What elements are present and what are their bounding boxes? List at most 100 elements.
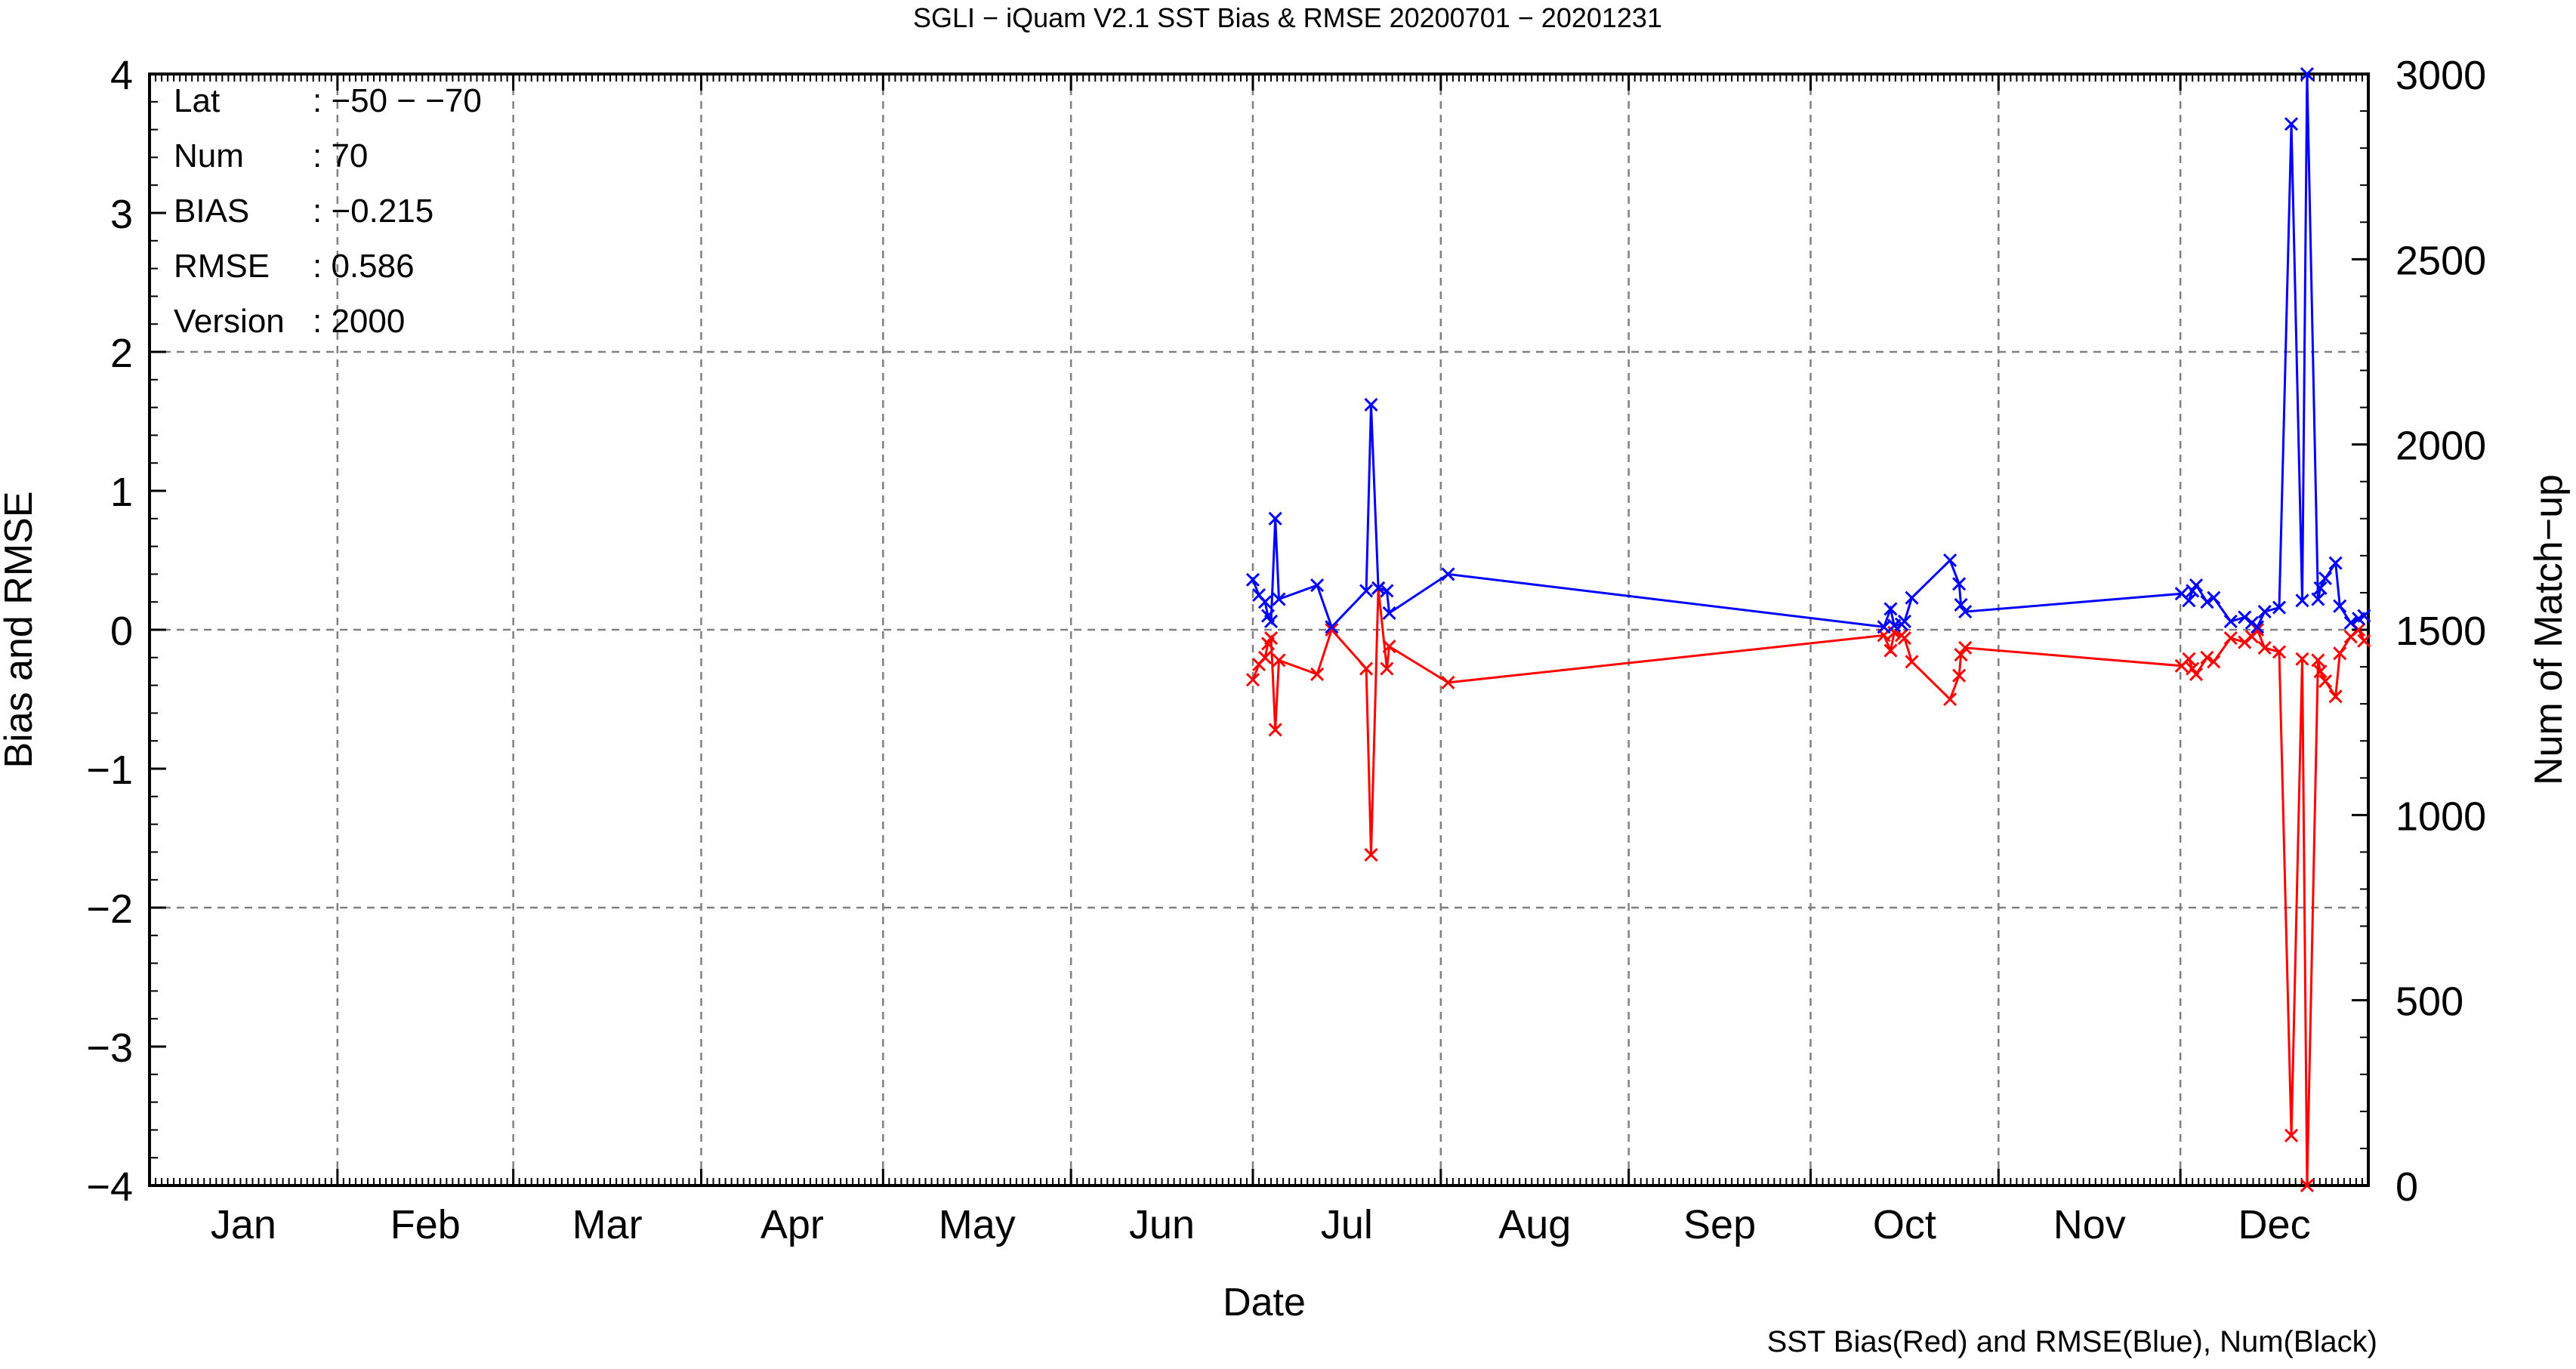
y-tick-label: −2 <box>86 886 133 932</box>
data-point-marker <box>2343 615 2358 630</box>
data-point-marker <box>2251 620 2265 634</box>
data-point-marker <box>1371 581 1386 595</box>
data-point-marker <box>1310 667 1325 681</box>
data-point-marker <box>2189 667 2204 681</box>
data-point-marker <box>2318 571 2333 585</box>
data-point-marker <box>1897 631 1911 646</box>
data-point-marker <box>1272 653 1286 668</box>
y-tick-label: −4 <box>86 1164 133 1210</box>
data-point-marker <box>2357 634 2371 648</box>
x-tick-label: Aug <box>1498 1202 1571 1247</box>
series-line <box>1251 73 2365 630</box>
data-point-marker <box>1943 692 1957 707</box>
data-point-marker <box>2207 655 2221 669</box>
data-point-marker <box>2257 640 2272 655</box>
x-tick-label: Feb <box>390 1202 461 1247</box>
data-point-marker <box>1268 511 1282 526</box>
stat-value: : −50 − −70 <box>313 82 482 119</box>
data-point-marker <box>1245 572 1260 587</box>
y-axis-title: Bias and RMSE <box>0 491 41 768</box>
y2-tick-label: 2000 <box>2396 424 2486 469</box>
data-point-marker <box>2257 605 2272 619</box>
data-point-marker <box>2300 66 2314 82</box>
y2-axis-title: Num of Match−up <box>2527 474 2571 785</box>
plot-frame <box>148 72 2370 1187</box>
data-point-marker <box>1905 655 1919 669</box>
data-point-marker <box>1382 640 1396 654</box>
data-point-marker <box>2182 594 2196 608</box>
data-point-marker <box>2182 652 2196 666</box>
data-point-marker <box>2200 650 2214 664</box>
data-point-marker <box>1441 567 1455 581</box>
data-point-marker <box>1441 675 1455 689</box>
x-tick-label: Jan <box>211 1202 276 1247</box>
x-tick-label: Mar <box>572 1202 643 1247</box>
data-point-marker <box>1954 597 1968 612</box>
data-point-marker <box>2311 653 2325 668</box>
data-point-marker <box>1325 622 1339 637</box>
data-point-marker <box>1310 578 1325 593</box>
y-tick-label: −1 <box>86 748 133 793</box>
stat-label: BIAS <box>174 193 249 230</box>
y2-tick-label: 500 <box>2396 979 2463 1025</box>
data-point-marker <box>2295 652 2309 666</box>
data-point-marker <box>2328 556 2343 570</box>
data-point-marker <box>1263 631 1279 646</box>
data-point-marker <box>2333 646 2347 661</box>
x-tick-label: Sep <box>1683 1202 1756 1247</box>
stat-label: RMSE <box>174 248 270 285</box>
x-axis-title: Date <box>1223 1281 1306 1324</box>
x-tick-label: May <box>939 1202 1016 1247</box>
data-point-marker <box>2272 645 2287 659</box>
data-point-marker <box>1897 614 1911 629</box>
data-point-marker <box>1268 723 1282 737</box>
data-point-marker <box>2200 595 2214 609</box>
y-tick-label: 1 <box>110 470 133 515</box>
data-point-marker <box>2238 635 2252 649</box>
stat-value: : 70 <box>313 137 368 174</box>
data-point-marker <box>2313 581 2328 595</box>
y-tick-label: 2 <box>110 331 133 376</box>
chart-title: SGLI − iQuam V2.1 SST Bias & RMSE 202007… <box>913 2 1662 33</box>
x-tick-label: Jun <box>1129 1202 1195 1247</box>
y-tick-label: 3 <box>110 192 133 237</box>
data-point-marker <box>1954 648 1968 662</box>
grid <box>150 74 2368 1186</box>
data-point-marker <box>2357 609 2371 623</box>
stat-value: : 0.586 <box>313 248 415 285</box>
data-point-marker <box>1958 640 1973 655</box>
stat-label: Version <box>174 303 285 340</box>
data-point-marker <box>2238 610 2252 624</box>
data-point-marker <box>1257 595 1273 609</box>
y-tick-label: −3 <box>86 1025 133 1071</box>
data-point-marker <box>2333 599 2347 613</box>
stats-box: Lat: −50 − −70 Num: 70 BIAS: −0.215 RMSE: 0… <box>174 82 482 340</box>
y2-tick-label: 0 <box>2396 1164 2418 1210</box>
data-point-marker <box>2272 600 2287 615</box>
data-point-marker <box>2207 590 2221 605</box>
data-point-marker <box>1325 620 1339 634</box>
data-point-marker <box>1943 553 1957 568</box>
stat-label: Num <box>174 137 244 174</box>
y-tick-labels: −4 −3 −2 −1 0 1 2 3 4 <box>86 53 133 1210</box>
y2-tick-label: 1000 <box>2396 794 2486 839</box>
data-point-marker <box>1263 614 1279 629</box>
data-point-marker <box>1380 661 1394 676</box>
x-tick-label: Apr <box>760 1202 824 1247</box>
y-tick-label: 0 <box>110 609 133 654</box>
y-tick-label: 4 <box>110 53 133 98</box>
data-point-marker <box>1359 584 1374 598</box>
data-point-marker <box>1883 643 1898 658</box>
data-point-marker <box>2313 664 2328 679</box>
data-point-marker <box>1359 661 1374 676</box>
data-point-marker <box>1257 650 1273 664</box>
data-point-marker <box>2223 614 2238 629</box>
data-point-marker <box>1382 606 1396 620</box>
y2-tick-label: 2500 <box>2396 238 2486 283</box>
data-point-marker <box>2223 631 2238 646</box>
x-tick-labels: Jan Feb Mar Apr May Jun Jul Aug Sep Oct Nov Dec <box>211 1202 2311 1247</box>
data-point-marker <box>1364 397 1378 412</box>
x-tick-label: Dec <box>2238 1202 2311 1247</box>
data-point-marker <box>2189 578 2204 593</box>
series-line <box>1251 587 2365 1186</box>
